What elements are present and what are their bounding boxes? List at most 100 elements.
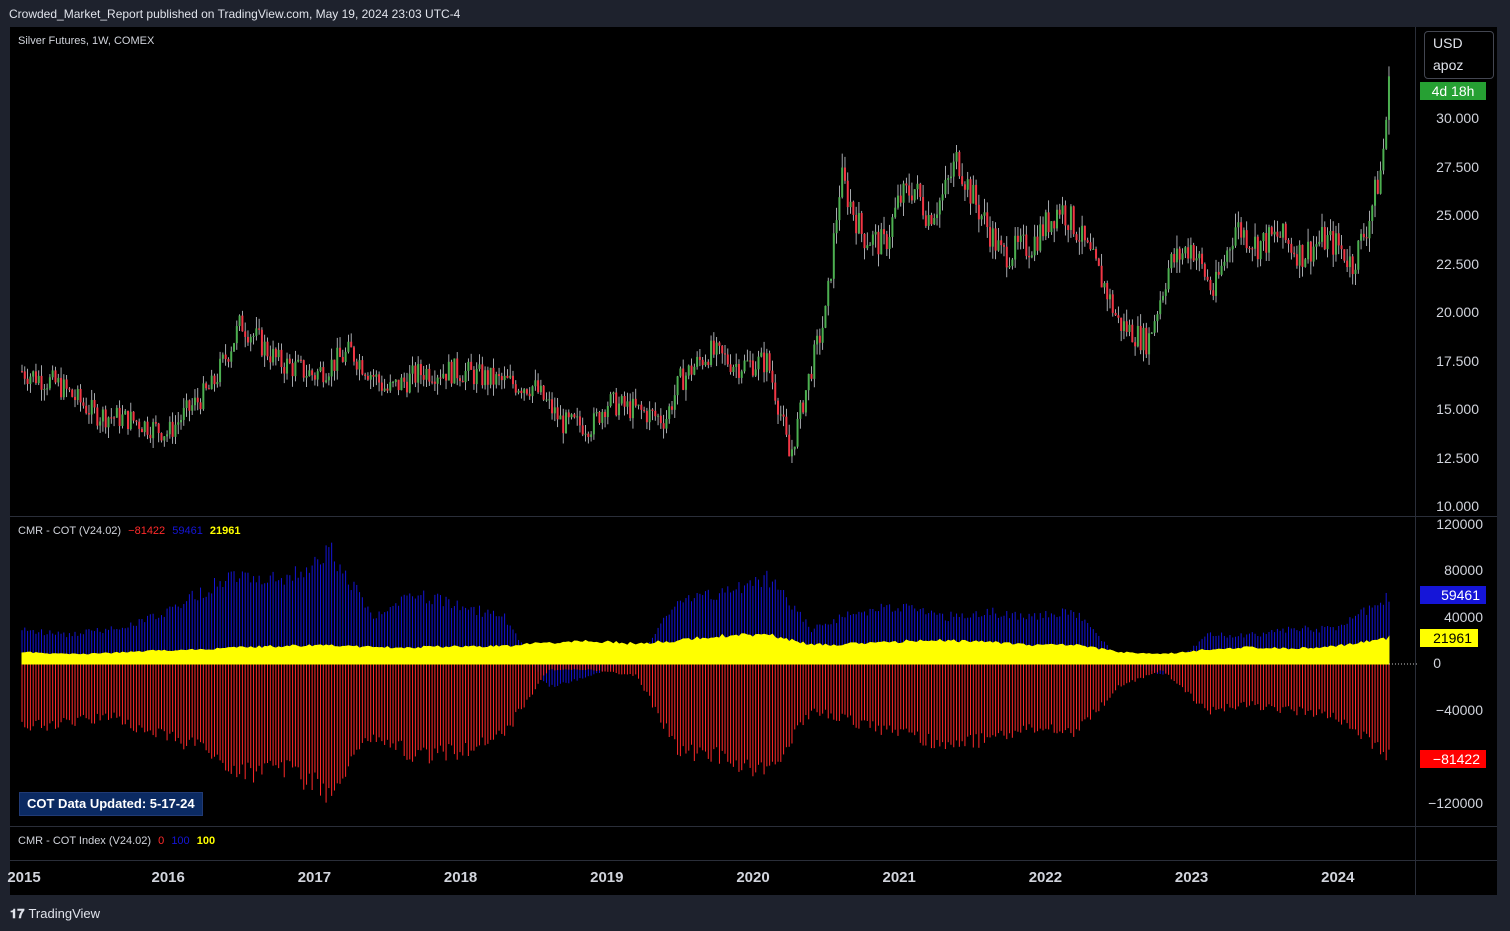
candle-body (551, 399, 554, 414)
candle-body (1209, 279, 1212, 291)
pane-divider-2[interactable] (10, 826, 1497, 827)
top-bar: Crowded_Market_Report published on Tradi… (0, 0, 1510, 27)
candle-body (975, 184, 978, 205)
candle-body (1343, 249, 1346, 261)
candle-body (980, 215, 983, 220)
candle-body (113, 417, 116, 419)
candle-body (1103, 283, 1106, 288)
candle-body (777, 400, 780, 415)
candle-body (1256, 236, 1259, 260)
candle-body (1329, 231, 1332, 236)
candle-body (645, 411, 648, 423)
cot-tick-label: 120000 (1436, 515, 1483, 532)
candle-body (1192, 245, 1195, 261)
pane-divider-1[interactable] (10, 516, 1497, 517)
candle-body (740, 371, 743, 378)
candle-body (347, 341, 350, 352)
cot-blue-value: 59461 (172, 525, 203, 537)
cot-tick-label: 80000 (1444, 562, 1483, 578)
candle-body (606, 406, 609, 418)
main-pane-title[interactable]: Silver Futures, 1W, COMEX (18, 35, 155, 47)
candle-body (193, 397, 196, 406)
price-tick-label: 17.500 (1436, 352, 1479, 369)
candle-body (1131, 324, 1134, 343)
cot-red-value: −81422 (128, 525, 166, 537)
candle-body (280, 349, 283, 368)
candle-body (152, 422, 155, 439)
candle-body (548, 399, 551, 401)
candle-body (260, 329, 263, 356)
candle-body (1148, 333, 1151, 355)
candle-body (659, 415, 662, 424)
candle-body (1164, 289, 1167, 296)
candle-body (1187, 247, 1190, 259)
price-tick-label: 20.000 (1436, 304, 1479, 320)
candle-body (1203, 264, 1206, 277)
currency-unit-selector[interactable]: USD apoz (1424, 31, 1494, 79)
candle-body (883, 229, 886, 235)
candle-body (1170, 254, 1173, 269)
candle-body (1242, 230, 1245, 238)
chart-frame[interactable] (10, 27, 1497, 895)
candle-body (255, 328, 258, 336)
candle-body (1362, 233, 1365, 238)
price-axis-divider (1415, 27, 1416, 895)
cot-pane-legend[interactable]: CMR - COT (V24.02) −81422 59461 21961 (18, 525, 244, 537)
candle-body (188, 400, 191, 411)
candle-body (1245, 230, 1248, 249)
candle-body (587, 433, 590, 437)
candle-body (732, 366, 735, 373)
candle-body (832, 233, 835, 279)
candle-body (629, 401, 632, 419)
candle-body (238, 315, 241, 327)
candle-body (938, 200, 941, 215)
candle-body (1337, 233, 1340, 246)
candle-body (397, 379, 400, 391)
candle-body (124, 410, 127, 415)
candle-body (531, 386, 534, 397)
tradingview-logo[interactable]: 𝟏𝟕 TradingView (10, 906, 101, 921)
candle-body (283, 367, 286, 374)
candle-body (115, 407, 118, 418)
candle-body (1304, 259, 1307, 267)
candle-body (802, 402, 805, 413)
candle-body (177, 422, 180, 425)
candle-body (760, 352, 763, 357)
candle-body (233, 343, 236, 352)
candle-body (520, 390, 523, 394)
candle-body (640, 404, 643, 410)
candle-body (592, 413, 595, 435)
candle-body (729, 364, 732, 373)
candle-body (567, 412, 570, 418)
candle-body (1106, 283, 1109, 300)
candle-body (1039, 224, 1042, 251)
candle-body (29, 376, 32, 384)
candle-body (219, 358, 222, 383)
candle-body (715, 342, 718, 355)
candle-body (1016, 235, 1019, 242)
candle-body (1198, 253, 1201, 259)
unit-label: apoz (1433, 57, 1464, 73)
candle-body (26, 378, 29, 384)
candle-body (1376, 179, 1379, 194)
candle-body (1089, 242, 1092, 250)
candle-body (696, 356, 699, 367)
candle-body (1279, 236, 1282, 238)
price-tick-label: 12.500 (1436, 449, 1479, 466)
candle-body (1206, 276, 1209, 280)
candle-body (525, 389, 528, 394)
candle-body (1000, 240, 1003, 246)
candle-body (174, 424, 177, 437)
candle-body (244, 331, 247, 337)
candle-body (157, 423, 160, 434)
candle-body (818, 335, 821, 343)
candle-body (263, 341, 266, 356)
candle-body (216, 382, 219, 385)
candle-body (308, 370, 311, 377)
candle-body (930, 214, 933, 225)
candle-body (1019, 235, 1022, 242)
candle-body (372, 375, 375, 377)
index-pane-legend[interactable]: CMR - COT Index (V24.02) 0 100 100 (18, 835, 219, 847)
candle-body (899, 195, 902, 203)
